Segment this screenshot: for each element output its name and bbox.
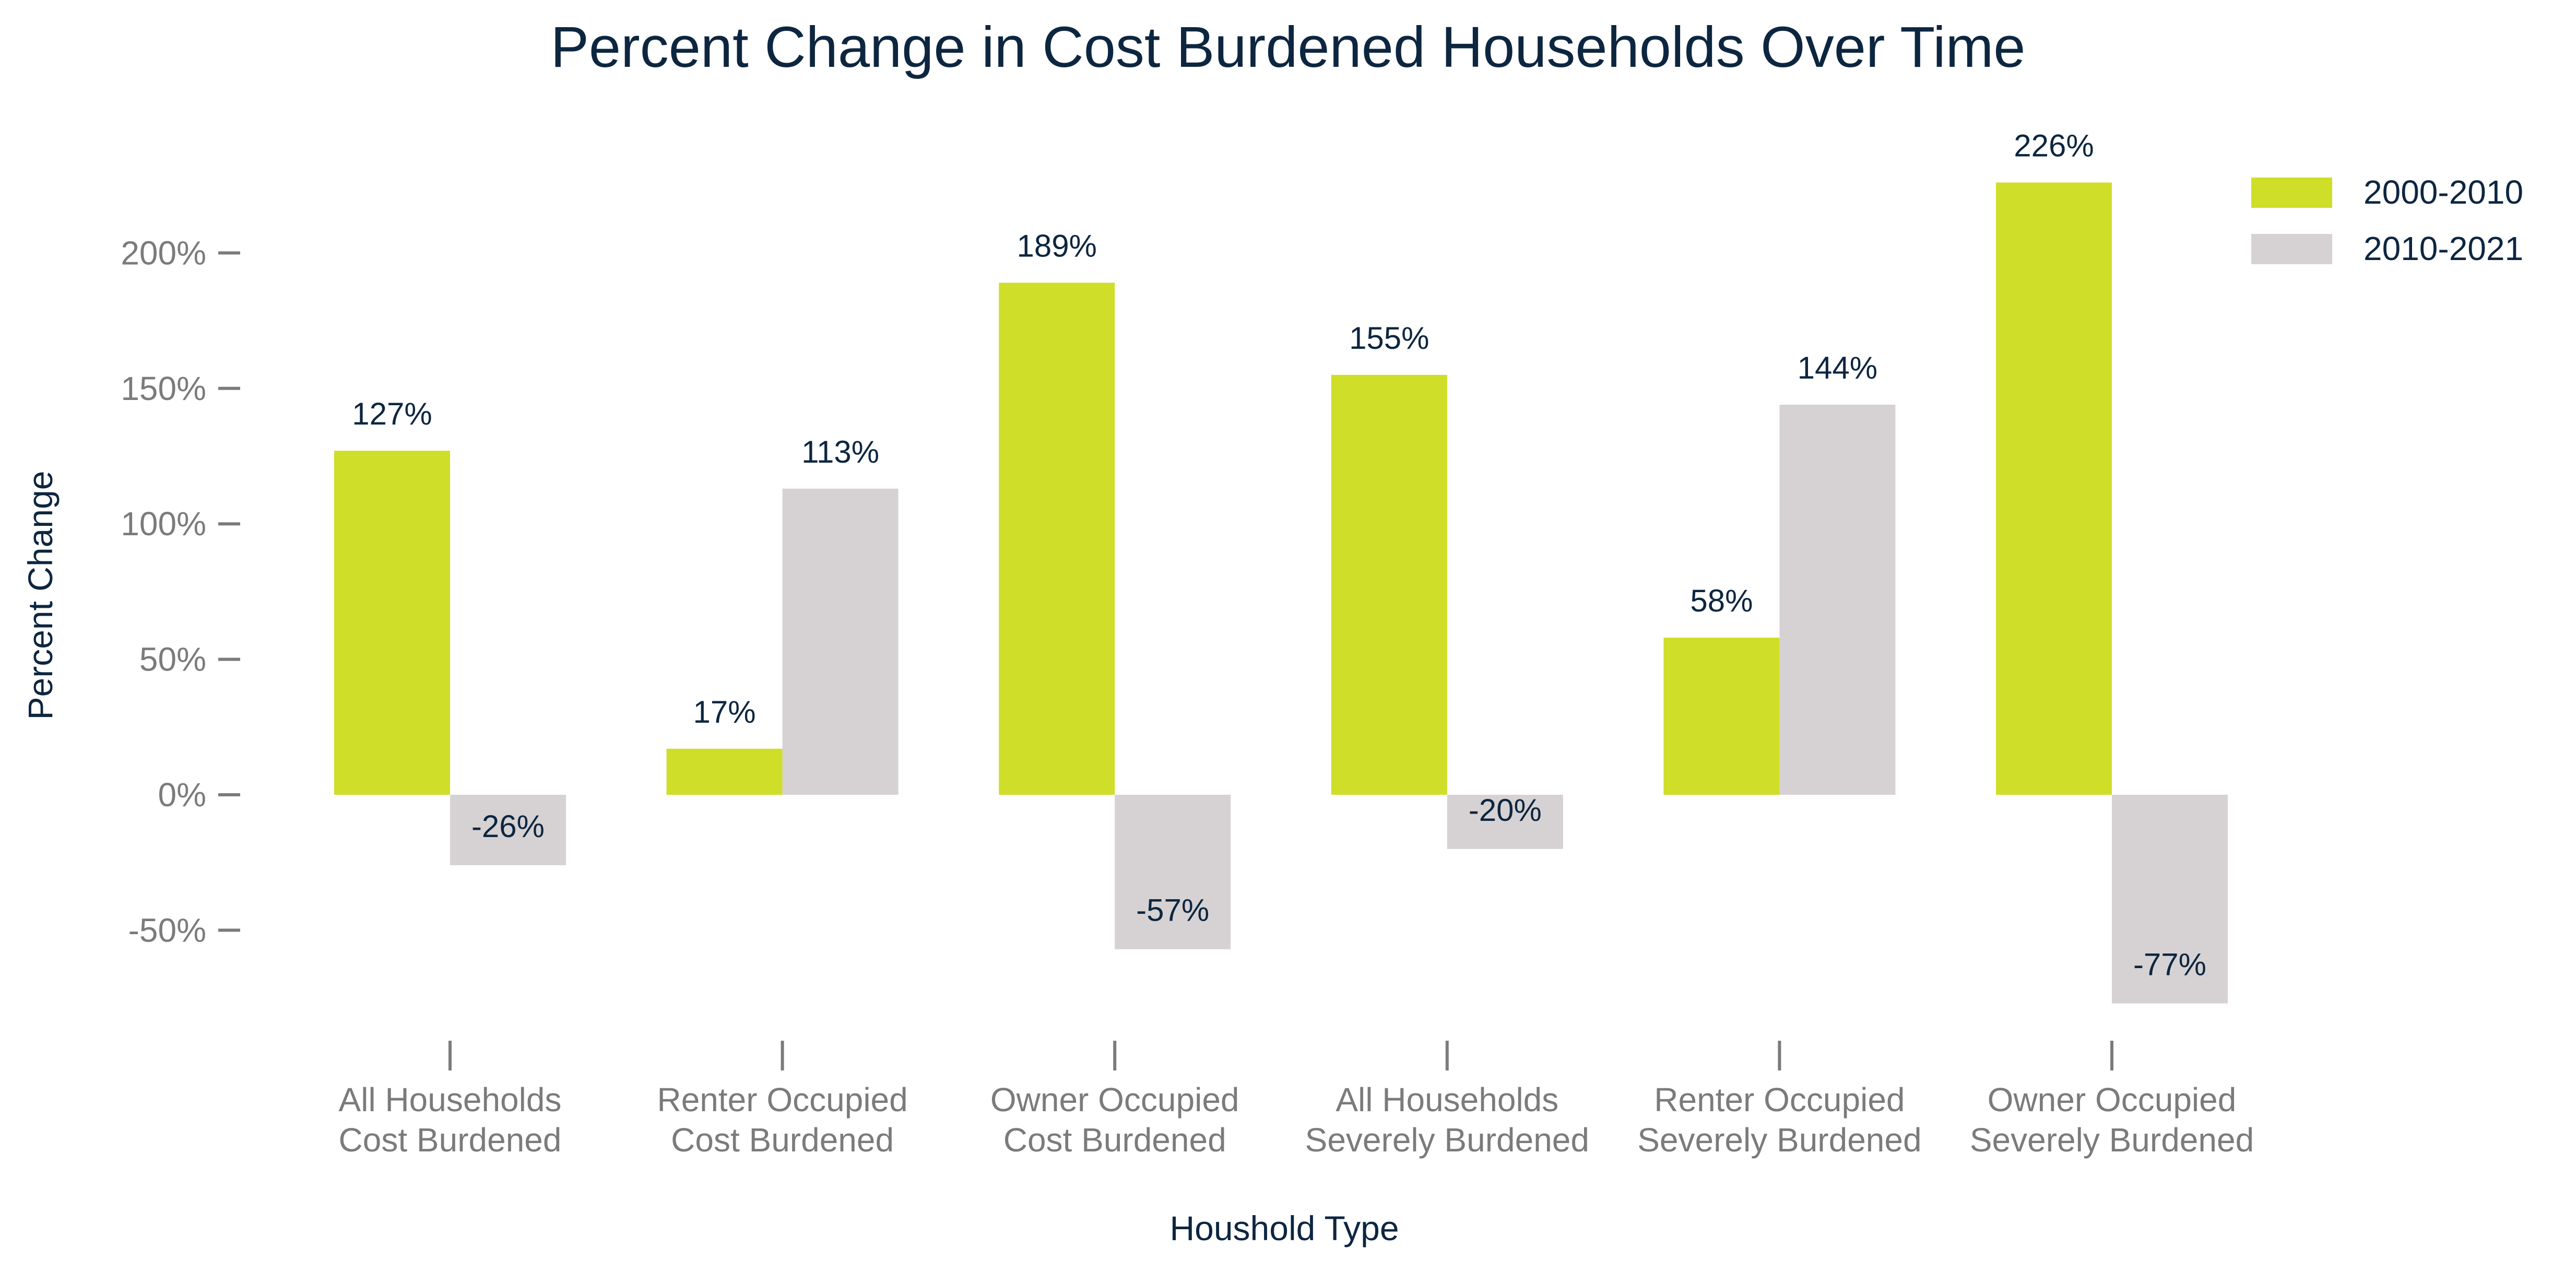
x-tick-label: All Households xyxy=(339,1081,562,1119)
bar-2010-2021-3 xyxy=(1115,795,1231,949)
data-label: -26% xyxy=(471,809,545,844)
data-label: 127% xyxy=(352,396,432,431)
data-label: -77% xyxy=(2133,947,2206,982)
x-tick-label: Severely Burdened xyxy=(1305,1121,1589,1159)
y-axis-title: Percent Change xyxy=(21,471,60,720)
legend-swatch xyxy=(2251,234,2332,264)
data-labels: 127% -26% 17% 113% 189% -57% 155% -20% 58% 144% 22… xyxy=(352,128,2206,982)
bar-2010-2021-4 xyxy=(1447,795,1563,849)
y-tick-label: 150% xyxy=(121,370,206,407)
x-tick-label: All Households xyxy=(1336,1081,1558,1119)
y-axis: -50% 0% 50% 100% 150% 200% xyxy=(121,234,240,949)
legend-swatch xyxy=(2251,178,2332,208)
x-tick-label: Severely Burdened xyxy=(1970,1121,2254,1159)
chart-title: Percent Change in Cost Burdened Househol… xyxy=(551,15,2026,79)
bar-2000-2010-1 xyxy=(334,451,450,795)
y-tick-label: 200% xyxy=(121,234,206,272)
data-label: -57% xyxy=(1136,893,1209,928)
bar-2000-2010-2 xyxy=(666,748,783,795)
bar-2010-2021-6 xyxy=(2112,795,2228,1004)
x-tick-label: Owner Occupied xyxy=(990,1081,1239,1119)
x-tick-label: Owner Occupied xyxy=(1988,1081,2237,1119)
x-axis-title: Houshold Type xyxy=(1169,1209,1399,1248)
x-tick-label: Cost Burdened xyxy=(339,1121,562,1159)
data-label: 113% xyxy=(801,434,879,469)
data-label: 144% xyxy=(1798,350,1877,385)
legend: 2000-2010 2010-2021 xyxy=(2251,173,2523,267)
bar-2010-2021-5 xyxy=(1779,404,1896,795)
data-label: 155% xyxy=(1349,321,1429,356)
x-tick-label: Severely Burdened xyxy=(1637,1121,1921,1159)
y-tick-label: 0% xyxy=(158,776,207,814)
x-tick-label: Renter Occupied xyxy=(657,1081,907,1119)
data-label: 17% xyxy=(693,695,756,729)
data-label: 226% xyxy=(2014,128,2094,163)
bar-2000-2010-6 xyxy=(1996,182,2112,795)
data-label: 58% xyxy=(1690,583,1753,618)
legend-label: 2010-2021 xyxy=(2364,230,2523,267)
bar-2010-2021-1 xyxy=(450,795,566,865)
data-label: 189% xyxy=(1017,228,1096,263)
x-tick-label: Renter Occupied xyxy=(1654,1081,1905,1119)
y-tick-label: 100% xyxy=(121,505,206,543)
y-tick-label: 50% xyxy=(139,641,206,678)
bar-2000-2010-3 xyxy=(999,283,1115,795)
bars xyxy=(334,182,2228,1004)
y-tick-label: -50% xyxy=(128,911,206,949)
legend-label: 2000-2010 xyxy=(2364,173,2523,211)
x-tick-label: Cost Burdened xyxy=(1003,1121,1226,1159)
x-tick-label: Cost Burdened xyxy=(671,1121,894,1159)
data-label: -20% xyxy=(1469,793,1542,828)
bar-2000-2010-4 xyxy=(1331,374,1447,795)
bar-2000-2010-5 xyxy=(1663,638,1780,795)
bar-2010-2021-2 xyxy=(782,488,899,795)
